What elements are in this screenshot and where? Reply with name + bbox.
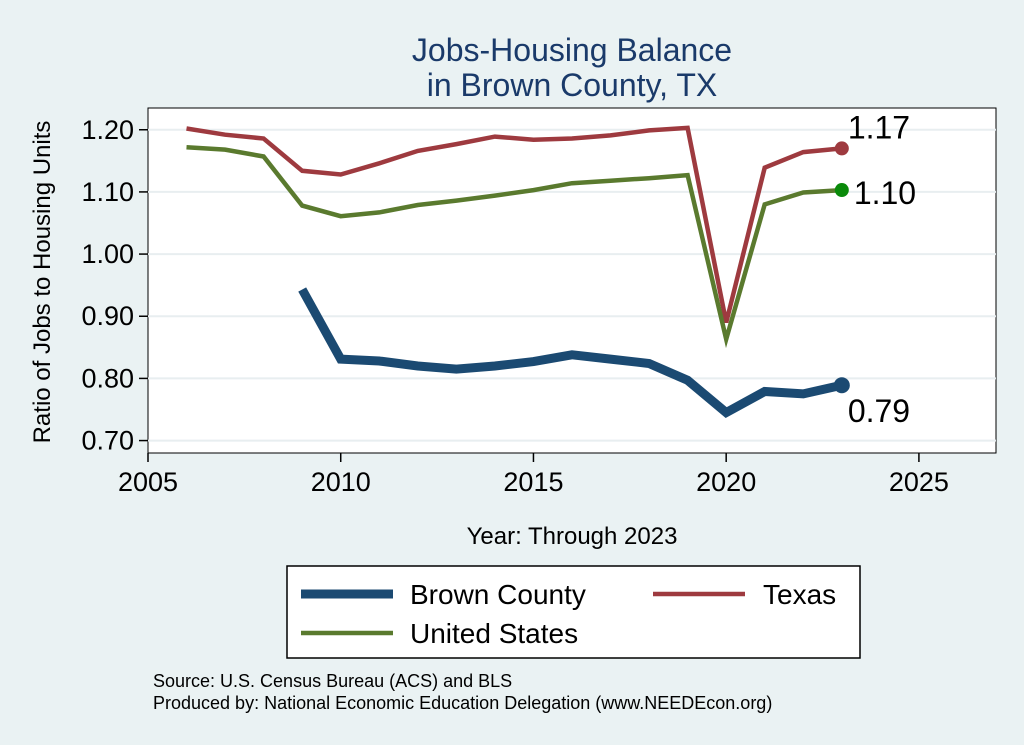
legend-label-texas: Texas: [763, 579, 836, 610]
chart-title-line1: Jobs-Housing Balance: [412, 32, 732, 68]
series-line-united-states: [186, 144, 842, 349]
y-tick-label-0: 0.70: [81, 426, 134, 456]
end-label-united-states: 1.10: [854, 175, 916, 211]
y-axis-label: Ratio of Jobs to Housing Units: [29, 121, 56, 444]
series-line-brown-county: [298, 287, 843, 419]
series-line-texas: [186, 125, 843, 324]
source-note: Source: U.S. Census Bureau (ACS) and BLS: [153, 671, 512, 691]
y-tick-label-4: 1.10: [81, 177, 134, 207]
x-tick-label-3: 2020: [696, 467, 756, 497]
producer-note: Produced by: National Economic Education…: [153, 693, 772, 713]
plot-area: [147, 107, 997, 454]
end-label-brown-county: 0.79: [848, 393, 910, 429]
end-marker-brown-county: [833, 377, 850, 394]
legend: Brown County Texas United States: [286, 565, 861, 659]
x-tick-label-0: 2005: [118, 467, 178, 497]
y-tick-label-3: 1.00: [81, 239, 134, 269]
x-tick-label-4: 2025: [889, 467, 949, 497]
x-tick-label-2: 2015: [503, 467, 563, 497]
x-tick-label-1: 2010: [311, 467, 371, 497]
y-tick-label-2: 0.90: [81, 301, 134, 331]
x-axis-label: Year: Through 2023: [467, 523, 678, 550]
legend-box: [286, 565, 861, 659]
end-marker-texas: [834, 141, 849, 156]
chart-title-line2: in Brown County, TX: [427, 67, 718, 103]
y-tick-label-1: 0.80: [81, 363, 134, 393]
y-tick-label-5: 1.20: [81, 115, 134, 145]
legend-label-brown-county: Brown County: [410, 579, 586, 610]
end-marker-united-states: [834, 183, 849, 198]
series-layer: 0.79 1.17 1.10: [186, 109, 916, 429]
end-label-texas: 1.17: [848, 109, 910, 145]
axes: 0.70 0.80 0.90 1.00 1.10 1.20 2005 2010 2015 2020…: [81, 115, 949, 497]
legend-label-united-states: United States: [410, 618, 578, 649]
